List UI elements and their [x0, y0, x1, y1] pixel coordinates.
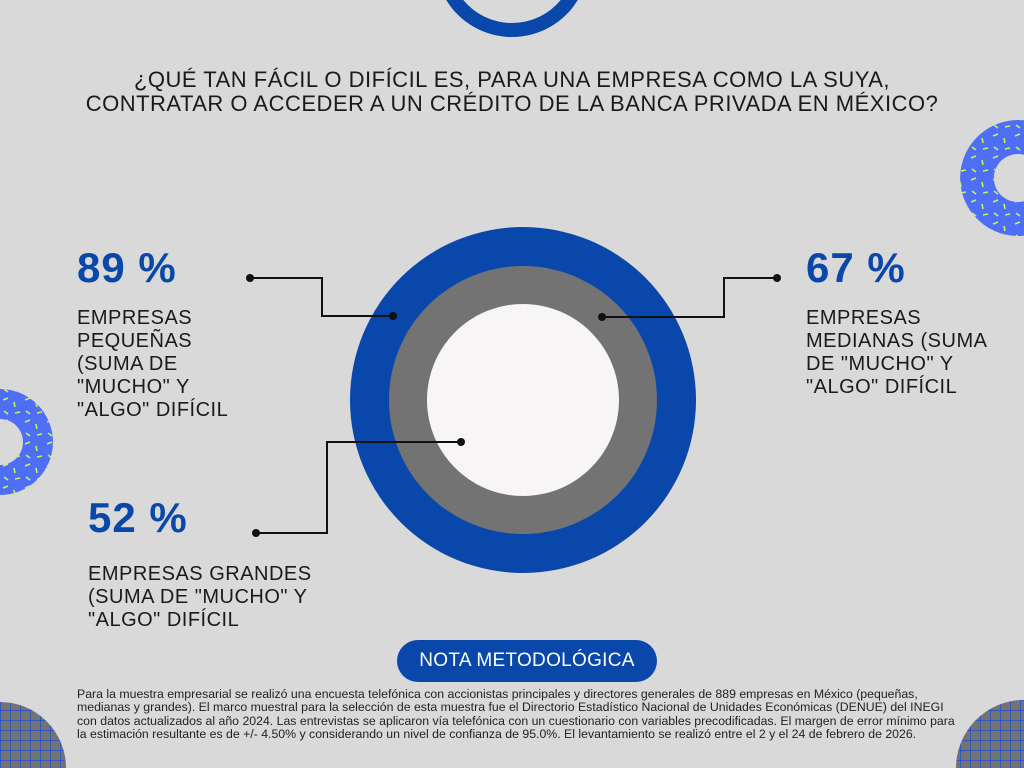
label-line: Empresas grandes	[88, 563, 312, 585]
right-donut-decoration	[960, 120, 1024, 236]
nota-metodologica-button[interactable]: NOTA METODOLÓGICA	[397, 640, 657, 682]
label-line: Empresas	[806, 307, 922, 329]
label-line: Empresas	[77, 307, 193, 329]
medium-percent: 67 %	[806, 244, 906, 291]
top-ring-decoration	[446, 0, 578, 38]
connector-dot	[389, 312, 397, 320]
connector-dot	[252, 529, 260, 537]
nota-metodologica-text: Para la muestra empresarial se realizó u…	[77, 687, 955, 741]
label-line: "algo" difícil	[77, 399, 229, 421]
bottom-left-grid-decoration	[0, 702, 66, 768]
bottom-right-grid-decoration	[956, 700, 1024, 768]
connector-large	[256, 441, 461, 534]
label-line: de "mucho" y	[806, 353, 954, 375]
label-line: medianas (suma	[806, 330, 988, 352]
small-label: Empresas pequeñas (suma de "mucho" y "al…	[77, 307, 228, 422]
label-line: "algo" difícil	[88, 609, 240, 631]
connector-dot	[246, 274, 254, 282]
connector-lines	[250, 277, 777, 534]
label-line: (suma de	[77, 353, 178, 375]
medium-label: Empresas medianas (suma de "mucho" y "al…	[806, 307, 987, 399]
connector-medium	[602, 277, 777, 318]
label-line: pequeñas	[77, 330, 193, 352]
connector-small	[250, 277, 393, 317]
label-line: "mucho" y	[77, 376, 190, 398]
small-percent: 89 %	[77, 244, 177, 291]
label-line: "algo" difícil	[806, 376, 958, 398]
large-percent: 52 %	[88, 494, 188, 541]
left-donut-decoration	[0, 389, 53, 495]
ring-large-companies	[427, 304, 619, 496]
label-line: (suma de "mucho" y	[88, 586, 308, 608]
connector-dot	[598, 313, 606, 321]
large-label: Empresas grandes (suma de "mucho" y "alg…	[88, 563, 312, 632]
connector-dot	[773, 274, 781, 282]
page-title: ¿Qué tan fácil o difícil es, para una em…	[85, 67, 939, 116]
connector-dot	[457, 438, 465, 446]
